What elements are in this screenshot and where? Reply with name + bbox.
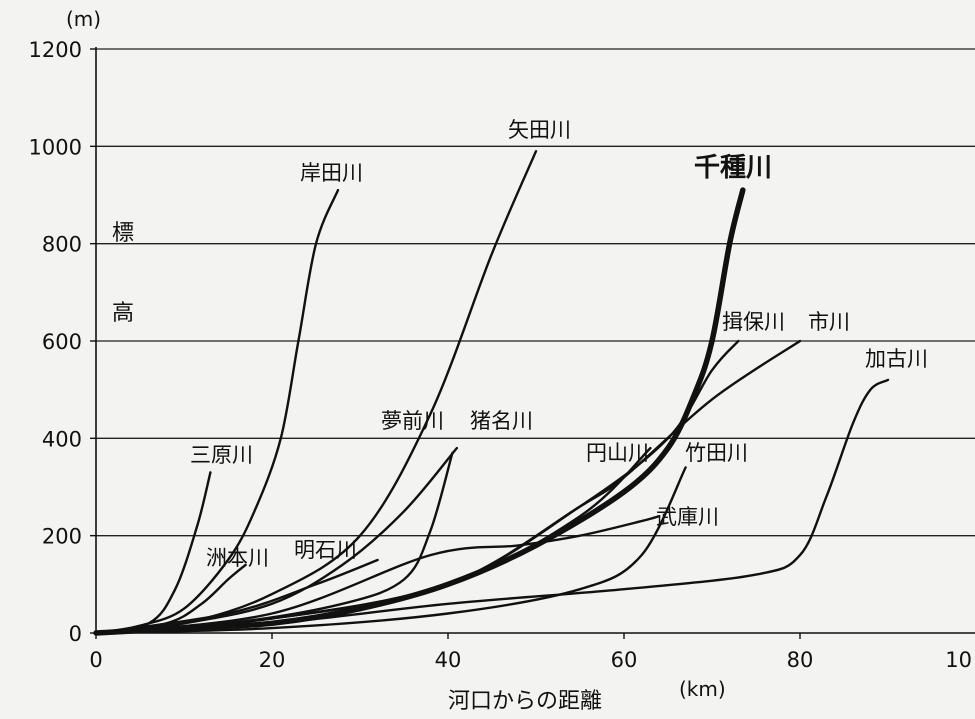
y-tick-label: 1200 — [29, 38, 82, 62]
river-label: 猪名川 — [470, 409, 533, 433]
y-tick-label: 800 — [42, 233, 82, 257]
y-tick-label: 200 — [42, 525, 82, 549]
river-label: 千種川 — [694, 153, 772, 183]
y-tick-label: 400 — [42, 427, 82, 451]
y-unit-label: (m) — [66, 7, 101, 31]
river-line — [94, 378, 890, 635]
x-tick-label: 0 — [89, 648, 102, 672]
grid-lines — [96, 48, 975, 537]
river-line — [94, 188, 340, 635]
axes — [90, 47, 975, 639]
x-axis-title: 河口からの距離 — [448, 689, 602, 714]
tick-labels: 0 200 400 600 800 1000 1200 0 20 40 60 80 10 — [29, 38, 972, 672]
river-label: 武庫川 — [656, 505, 719, 529]
river-label: 竹田川 — [685, 441, 748, 465]
x-tick-label: 60 — [611, 648, 638, 672]
river-line — [94, 515, 661, 635]
y-tick-label: 0 — [69, 622, 82, 646]
river-label: 矢田川 — [508, 118, 571, 142]
river-label: 揖保川 — [722, 310, 785, 334]
river-label: 三原川 — [190, 443, 253, 467]
river-label: 洲本川 — [206, 546, 269, 570]
river-line — [94, 466, 687, 635]
x-tick-label: 80 — [787, 648, 814, 672]
river-label: 夢前川 — [381, 409, 444, 433]
river-label: 市川 — [808, 310, 850, 334]
river-label: 円山川 — [586, 441, 649, 465]
y-axis-title-2: 高 — [112, 301, 134, 326]
x-tick-label: 10 — [945, 648, 972, 672]
river-line — [94, 339, 802, 635]
x-unit-label: (km) — [679, 677, 726, 701]
y-tick-label: 1000 — [29, 135, 82, 159]
x-tick-label: 20 — [259, 648, 286, 672]
y-tick-label: 600 — [42, 330, 82, 354]
y-axis-title-1: 標 — [112, 221, 134, 246]
river-line — [94, 446, 458, 635]
river-line — [94, 558, 379, 635]
river-label: 明石川 — [294, 538, 357, 562]
river-label: 岸田川 — [300, 161, 363, 185]
river-line — [94, 339, 740, 635]
x-tick-label: 40 — [435, 648, 462, 672]
river-series — [93, 150, 890, 636]
river-label: 加古川 — [865, 347, 928, 371]
